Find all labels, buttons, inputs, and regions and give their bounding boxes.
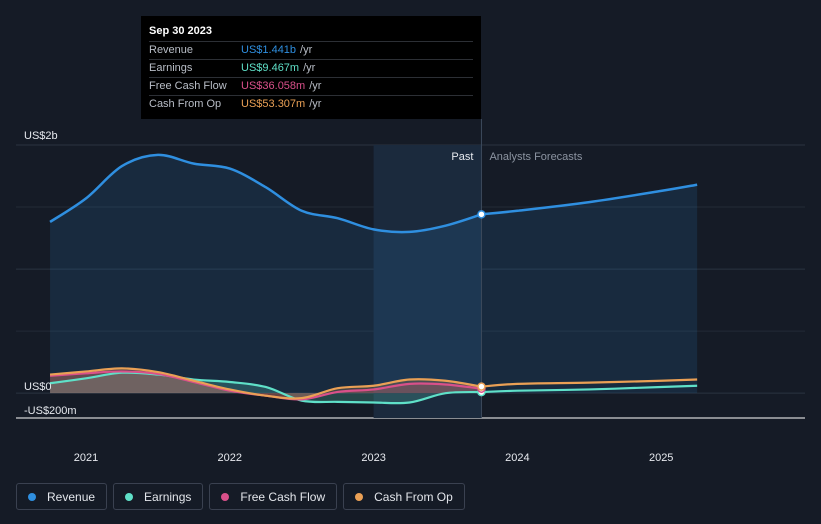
revenue-line-forecast: [481, 183, 698, 216]
past-year-highlight: [373, 145, 482, 418]
legend-dot-icon: [221, 492, 230, 501]
x-tick-label: 2024: [505, 452, 529, 464]
tooltip-row-value: US$53.307m: [241, 98, 306, 110]
tooltip-date: Sep 30 2023: [149, 25, 212, 37]
tooltip-row-value: US$36.058m: [241, 80, 306, 92]
x-tick-label: 2023: [361, 452, 385, 464]
legend-dot-icon: [355, 492, 364, 501]
x-tick-label: 2021: [74, 452, 98, 464]
tooltip-row-label: Earnings: [149, 62, 193, 74]
legend-label: Earnings: [144, 489, 192, 504]
tooltip-rows: Revenue US$1.441b/yr Earnings US$9.467m/yr F…: [149, 41, 473, 113]
x-tick-label: 2022: [218, 452, 242, 464]
tooltip-row-label: Revenue: [149, 44, 194, 56]
line-layer: [49, 153, 698, 405]
data-tooltip: Sep 30 2023 Revenue US$1.441b/yr Earnings U…: [141, 16, 481, 119]
revenue-line-past: [49, 153, 482, 234]
revenue-area: [50, 154, 698, 394]
cash-from-op-line-past: [49, 367, 482, 400]
x-axis-labels: 2021 2022 2023 2024 2025: [74, 452, 674, 464]
cash-from-op-line-forecast: [481, 378, 698, 388]
tooltip-row-unit: /yr: [303, 62, 316, 74]
tooltip-row-unit: /yr: [300, 44, 313, 56]
legend-label: Revenue: [47, 489, 96, 504]
tooltip-row-value: US$9.467m: [241, 62, 300, 74]
forecast-label: Analysts Forecasts: [489, 151, 582, 163]
legend-item-earnings[interactable]: Earnings: [113, 483, 204, 510]
earnings-line-past: [49, 371, 482, 405]
legend-dot-icon: [28, 492, 36, 501]
y-tick-label: -US$200m: [24, 405, 77, 417]
past-label: Past: [451, 151, 473, 163]
tooltip-row-cash-from-op: Cash From Op US$53.307m/yr: [149, 95, 473, 113]
tooltip-row-unit: /yr: [309, 98, 322, 110]
legend-item-free-cash-flow[interactable]: Free Cash Flow: [209, 483, 338, 510]
area-layer: [50, 154, 698, 404]
legend-label: Free Cash Flow: [240, 489, 326, 504]
legend-dot-icon: [125, 492, 134, 501]
legend-item-revenue[interactable]: Revenue: [16, 483, 108, 510]
x-tick-label: 2025: [649, 452, 673, 464]
chart-legend: Revenue Earnings Free Cash Flow Cash From O…: [16, 483, 465, 510]
y-axis-labels: US$2b US$0 -US$200m: [24, 130, 77, 417]
marker-layer: [477, 210, 486, 397]
cash-from-op-marker: [477, 382, 486, 391]
tooltip-row-label: Cash From Op: [149, 98, 222, 110]
cash-from-op-area: [50, 368, 482, 399]
tooltip-row-value: US$1.441b: [241, 44, 297, 56]
y-tick-label: US$2b: [24, 130, 58, 142]
revenue-marker: [477, 210, 486, 219]
tooltip-row-label: Free Cash Flow: [149, 80, 227, 92]
tooltip-row-earnings: Earnings US$9.467m/yr: [149, 59, 473, 77]
earnings-line-forecast: [481, 384, 698, 394]
y-tick-label: US$0: [24, 381, 52, 393]
tooltip-row-unit: /yr: [309, 80, 322, 92]
tooltip-row-free-cash-flow: Free Cash Flow US$36.058m/yr: [149, 77, 473, 95]
legend-label: Cash From Op: [374, 489, 453, 504]
legend-item-cash-from-op[interactable]: Cash From Op: [343, 483, 465, 510]
tooltip-row-revenue: Revenue US$1.441b/yr: [149, 41, 473, 59]
free-cash-flow-area: [50, 371, 482, 400]
